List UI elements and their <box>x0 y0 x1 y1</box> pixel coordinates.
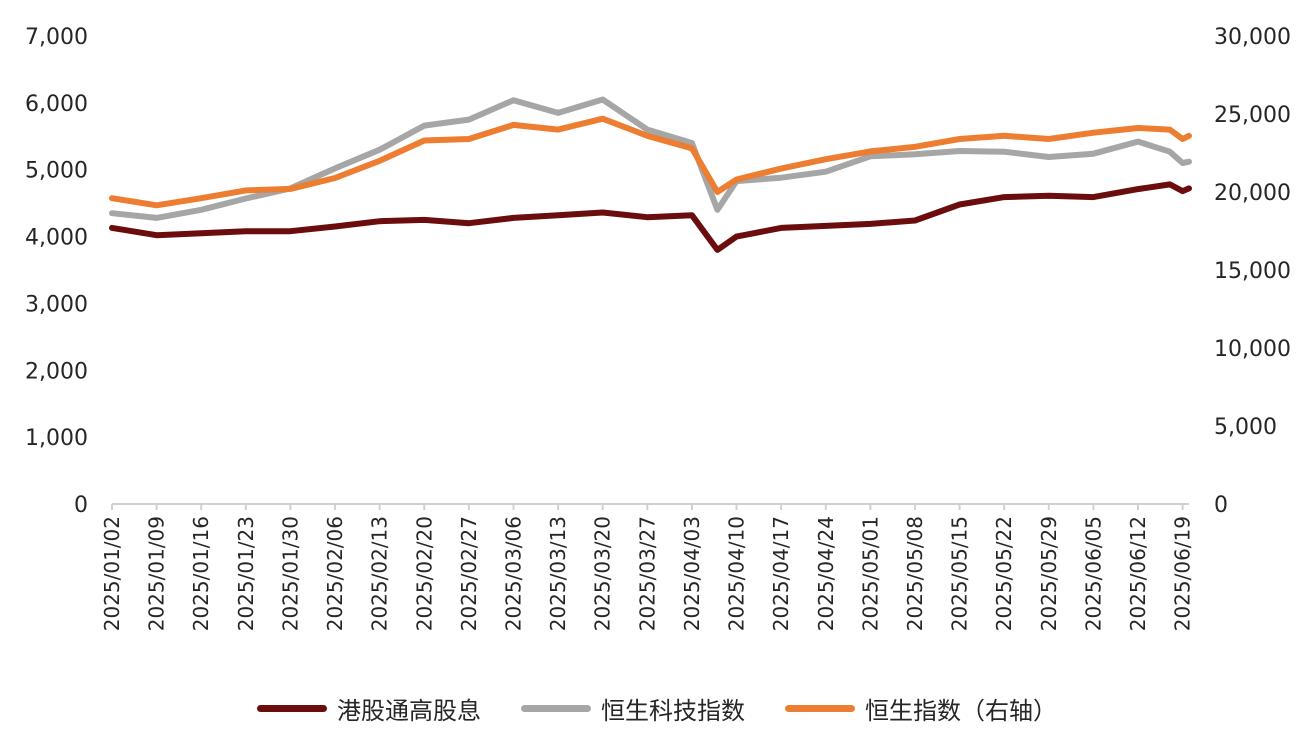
legend-item: 恒生指数（右轴） <box>785 691 1057 726</box>
right-axis-tick-label: 20,000 <box>1214 181 1291 206</box>
x-axis-tick-label: 2025/02/27 <box>457 516 481 631</box>
left-axis-ticks: 0 1,000 2,000 3,000 4,000 5,000 6,000 7,000 <box>25 25 88 518</box>
x-axis-tick-marks <box>111 504 1184 510</box>
right-axis-tick-label: 0 <box>1214 493 1228 518</box>
x-axis-tick-label: 2025/05/08 <box>903 516 927 631</box>
x-axis-tick-label: 2025/03/27 <box>635 516 659 631</box>
legend-label: 恒生指数（右轴） <box>865 696 1057 725</box>
x-axis-tick-label: 2025/04/17 <box>769 516 793 631</box>
x-axis-tick-label: 2025/01/02 <box>100 516 124 631</box>
series-line-0 <box>109 181 1192 253</box>
left-axis-tick-label: 5,000 <box>25 159 88 184</box>
legend-label: 港股通高股息 <box>337 696 481 725</box>
x-axis-tick-label: 2025/05/22 <box>992 516 1016 631</box>
x-axis-tick-label: 2025/04/03 <box>680 516 704 631</box>
legend-swatch <box>257 704 327 712</box>
left-axis-tick-label: 4,000 <box>25 226 88 251</box>
x-axis-tick-label: 2025/05/15 <box>948 516 972 631</box>
series-line-2 <box>109 115 1192 209</box>
x-axis-tick-label: 2025/01/16 <box>189 516 213 631</box>
legend-item: 恒生科技指数 <box>521 691 745 726</box>
x-axis-tick-label: 2025/04/24 <box>814 516 838 631</box>
x-axis-tick-label: 2025/04/10 <box>725 516 749 631</box>
right-axis-tick-label: 25,000 <box>1214 103 1291 128</box>
legend-item: 港股通高股息 <box>257 691 481 726</box>
left-axis-tick-label: 0 <box>74 493 88 518</box>
x-axis-tick-label: 2025/06/12 <box>1126 516 1150 631</box>
legend-label: 恒生科技指数 <box>601 696 745 725</box>
x-axis-tick-label: 2025/05/29 <box>1037 516 1061 631</box>
right-axis-tick-label: 15,000 <box>1214 259 1291 284</box>
chart: 0 1,000 2,000 3,000 4,000 5,000 6,000 7,000 0 5,… <box>25 25 1291 631</box>
x-axis-tick-label: 2025/02/20 <box>412 516 436 631</box>
right-axis-ticks: 0 5,000 10,000 15,000 20,000 25,000 30,000 <box>1214 25 1291 518</box>
x-axis-tick-label: 2025/03/13 <box>546 516 570 631</box>
x-axis-tick-label: 2025/03/20 <box>591 516 615 631</box>
right-axis-tick-label: 30,000 <box>1214 25 1291 50</box>
left-axis-tick-label: 3,000 <box>25 292 88 317</box>
legend: 港股通高股息 恒生科技指数 恒生指数（右轴） <box>0 688 1314 728</box>
left-axis-tick-label: 1,000 <box>25 426 88 451</box>
x-axis-tick-label: 2025/03/06 <box>501 516 525 631</box>
left-axis-tick-label: 7,000 <box>25 25 88 50</box>
right-axis-tick-label: 5,000 <box>1214 415 1277 440</box>
x-axis-tick-label: 2025/02/13 <box>368 516 392 631</box>
x-axis-tick-label: 2025/06/19 <box>1171 516 1195 631</box>
left-axis-tick-label: 2,000 <box>25 359 88 384</box>
x-axis-tick-label: 2025/06/05 <box>1081 516 1105 631</box>
x-axis-tick-label: 2025/02/06 <box>323 516 347 631</box>
legend-swatch <box>785 704 855 712</box>
x-axis-tick-label: 2025/01/23 <box>234 516 258 631</box>
legend-swatch <box>521 704 591 712</box>
left-axis-tick-label: 6,000 <box>25 92 88 117</box>
x-axis-tick-label: 2025/01/30 <box>278 516 302 631</box>
series-lines <box>109 96 1192 253</box>
series-line-1 <box>109 96 1192 221</box>
x-axis-ticks: 2025/01/02 2025/01/09 2025/01/16 2025/01/23… <box>100 516 1195 631</box>
right-axis-tick-label: 10,000 <box>1214 337 1291 362</box>
x-axis-tick-label: 2025/05/01 <box>858 516 882 631</box>
x-axis-tick-label: 2025/01/09 <box>145 516 169 631</box>
